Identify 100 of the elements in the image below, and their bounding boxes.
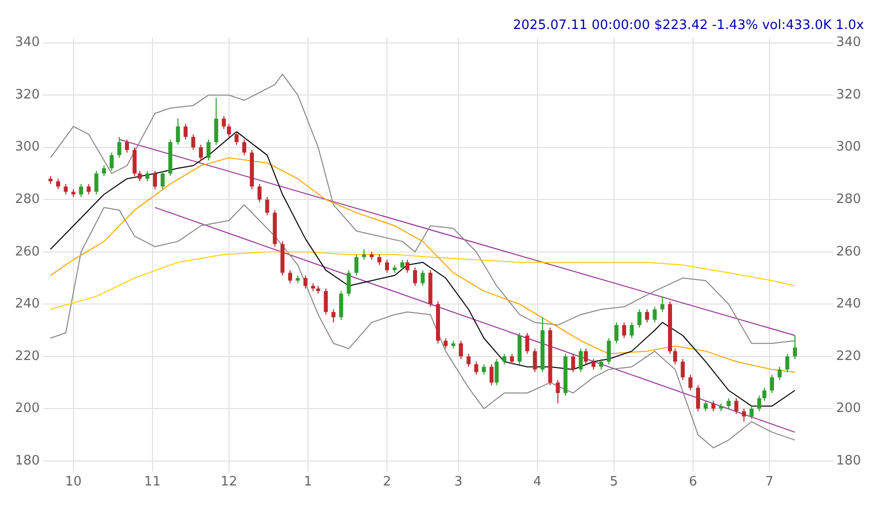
chart-title: 2025.07.11 00:00:00 $223.42 -1.43% vol:433.0K 1.0x xyxy=(513,18,864,34)
candlestick xyxy=(711,400,716,412)
y2-tick-label: 180 xyxy=(836,453,862,468)
candlestick xyxy=(637,308,642,328)
y-tick-label: 260 xyxy=(14,244,40,260)
candlestick xyxy=(339,290,344,320)
y2-tick-label: 260 xyxy=(836,244,862,260)
candlestick xyxy=(265,196,270,216)
y-tick-label: 220 xyxy=(14,348,40,364)
candlestick xyxy=(176,118,180,146)
candlestick xyxy=(405,259,410,274)
x-tick-label: 5 xyxy=(610,474,618,490)
candlestick xyxy=(86,183,91,195)
candlestick xyxy=(599,358,604,370)
candlestick xyxy=(234,131,239,146)
candlestick xyxy=(792,335,797,360)
candlestick xyxy=(673,348,678,365)
candlestick xyxy=(630,322,634,339)
y-tick-label: 280 xyxy=(14,192,40,207)
candlestick xyxy=(79,183,84,198)
candlestick xyxy=(132,146,137,177)
candlestick xyxy=(532,348,537,373)
candlestick xyxy=(696,384,700,412)
candlestick xyxy=(726,398,731,410)
x-tick-label: 4 xyxy=(533,474,542,490)
candlestick xyxy=(420,270,425,286)
candlestick xyxy=(385,259,390,274)
candlestick xyxy=(614,322,618,344)
candlestick xyxy=(242,139,246,156)
y2-tick-label: 200 xyxy=(836,401,862,416)
candlestick xyxy=(502,353,506,365)
candlestick xyxy=(222,116,226,130)
candlestick xyxy=(482,364,486,376)
candlestick xyxy=(770,374,774,394)
x-tick-label: 7 xyxy=(765,474,774,490)
x-tick-label: 10 xyxy=(65,474,82,490)
candlestick xyxy=(571,353,576,373)
candlestick xyxy=(525,332,530,354)
x-tick-label: 6 xyxy=(688,474,698,490)
candlestick xyxy=(762,387,766,402)
candlestick xyxy=(556,379,560,404)
candlestick xyxy=(346,270,351,297)
candlestick xyxy=(124,139,129,154)
candlestick xyxy=(331,308,336,323)
candlestick xyxy=(494,358,499,386)
y-tick-label: 300 xyxy=(14,140,40,155)
candlestick xyxy=(152,170,157,190)
candlestick xyxy=(102,165,106,177)
candlestick xyxy=(145,170,150,182)
y2-tick-label: 300 xyxy=(836,140,862,155)
candlestick xyxy=(362,248,366,260)
candlestick xyxy=(377,254,382,266)
candlestick xyxy=(303,274,308,289)
candlestick xyxy=(400,259,404,271)
candlestick xyxy=(56,178,60,190)
candlestick xyxy=(785,353,790,373)
candlestick xyxy=(474,361,478,376)
y-tick-label: 240 xyxy=(14,296,40,312)
y-tick-label: 200 xyxy=(14,401,40,416)
candlestick xyxy=(645,308,650,323)
candlestick xyxy=(688,374,692,391)
x-tick-label: 11 xyxy=(144,474,161,490)
y2-tick-label: 220 xyxy=(836,348,862,364)
candlestick xyxy=(592,358,596,370)
y2-tick-label: 240 xyxy=(836,296,862,312)
candlestick xyxy=(191,134,196,150)
candlestick xyxy=(584,348,588,365)
y2-tick-label: 320 xyxy=(836,87,862,102)
candlestick xyxy=(458,340,463,360)
candlestick xyxy=(490,364,494,386)
candlestick xyxy=(288,270,292,284)
candlestick xyxy=(184,123,188,140)
candlestick xyxy=(622,322,626,339)
candlestick xyxy=(606,338,611,365)
y-tick-label: 340 xyxy=(14,35,40,50)
candlestick xyxy=(734,398,738,414)
candlestick xyxy=(757,395,762,412)
candlestick xyxy=(750,406,754,420)
candlestick xyxy=(466,353,471,368)
candlestick xyxy=(258,183,262,203)
x-tick-label: 1 xyxy=(304,474,312,490)
candlestick xyxy=(742,408,746,422)
candlestick xyxy=(444,338,448,350)
candlestick xyxy=(510,353,514,365)
candlestick xyxy=(680,358,685,380)
candlestick xyxy=(198,144,203,161)
x-tick-label: 2 xyxy=(382,474,392,490)
candlestick xyxy=(226,123,231,138)
y2-tick-label: 280 xyxy=(836,192,862,207)
candlestick xyxy=(94,170,98,195)
y-tick-label: 180 xyxy=(14,453,40,468)
candlestick xyxy=(206,139,211,161)
x-tick-label: 3 xyxy=(454,474,463,490)
candlestick xyxy=(778,366,782,380)
candlestick xyxy=(110,152,114,172)
candlestick xyxy=(660,296,664,312)
candlestick xyxy=(652,306,657,323)
candlestick xyxy=(324,288,328,316)
candlestick xyxy=(214,97,218,146)
y2-tick-label: 340 xyxy=(836,35,862,50)
